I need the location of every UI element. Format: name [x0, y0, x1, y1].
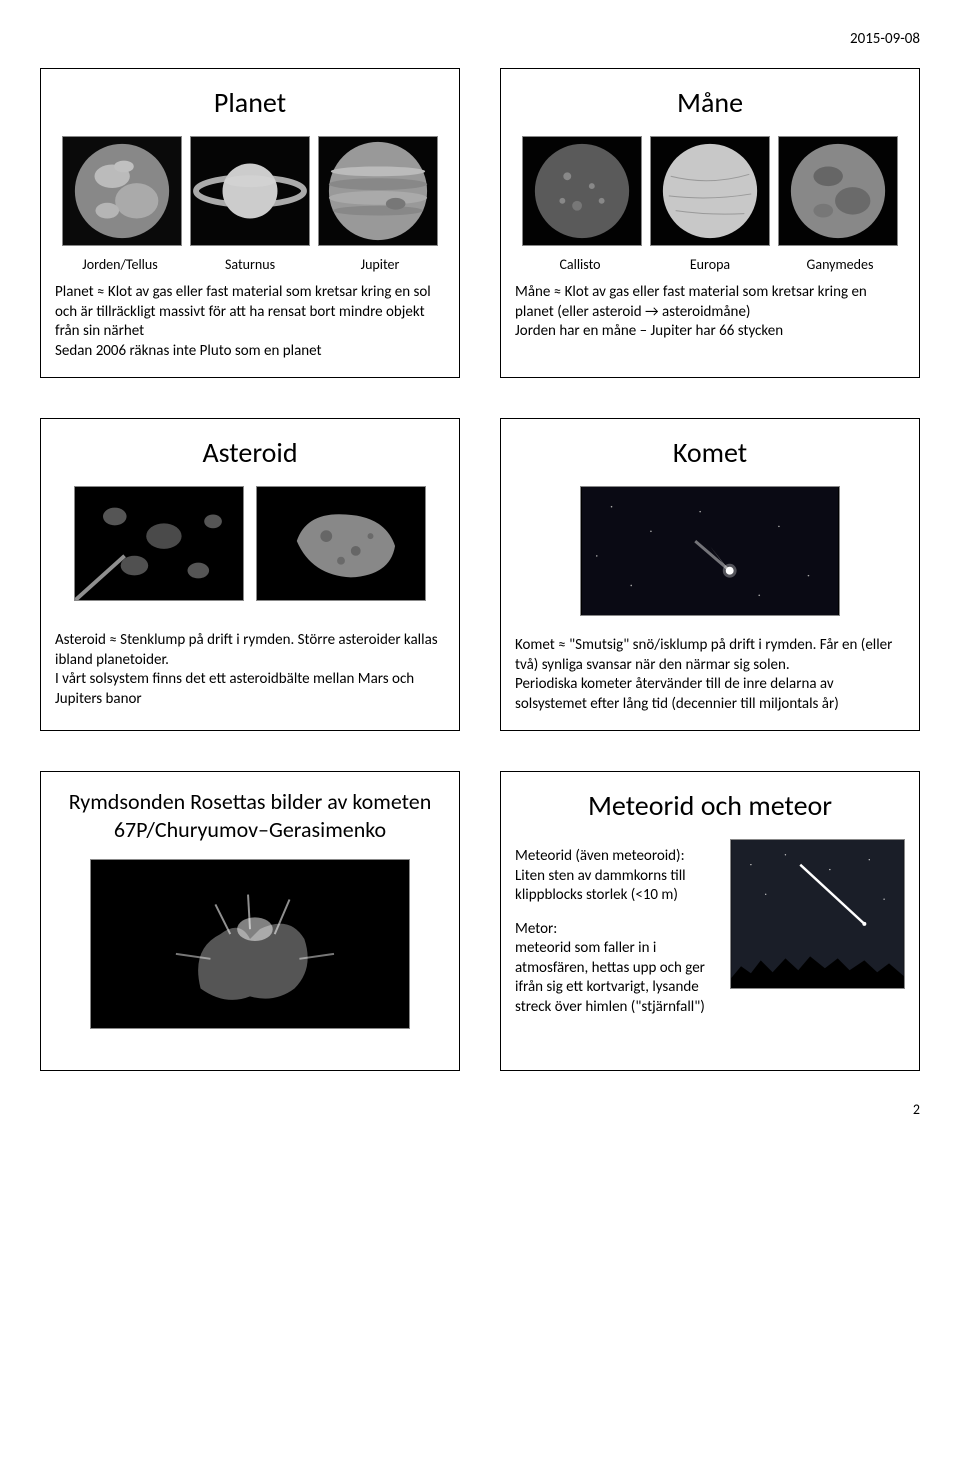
panel-comet: Komet Komet ≈ "Smutsig" snö/isklump på d…: [500, 418, 920, 731]
asteroid-desc: Asteroid ≈ Stenklump på drift i rymden. …: [55, 631, 445, 709]
asteroid-image-row: [55, 486, 445, 601]
asteroid-field-image: [74, 486, 244, 601]
jupiter-image: [318, 136, 438, 246]
rosetta-comet-image: [90, 859, 410, 1029]
panel-moon-title: Måne: [515, 85, 905, 120]
moon-labels: Callisto Europa Ganymedes: [515, 256, 905, 273]
panel-meteor: Meteorid och meteor Meteorid (även meteo…: [500, 771, 920, 1071]
panel-planet-title: Planet: [55, 85, 445, 120]
planet-label-1: Jorden/Tellus: [55, 256, 185, 273]
panel-rosetta: Rymdsonden Rosettas bilder av kometen 67…: [40, 771, 460, 1071]
panel-planet: Planet: [40, 68, 460, 378]
meteor-desc-2: Metor: meteorid som faller in i atmosfär…: [515, 920, 718, 1018]
panel-comet-title: Komet: [515, 435, 905, 470]
earth-image: [62, 136, 182, 246]
planet-label-3: Jupiter: [315, 256, 445, 273]
planet-labels: Jorden/Tellus Saturnus Jupiter: [55, 256, 445, 273]
europa-image: [650, 136, 770, 246]
meteor-image: [730, 839, 905, 989]
moon-label-1: Callisto: [515, 256, 645, 273]
comet-image-row: [515, 486, 905, 616]
panel-asteroid-title: Asteroid: [55, 435, 445, 470]
moon-label-3: Ganymedes: [775, 256, 905, 273]
panel-moon: Måne: [500, 68, 920, 378]
footer-page-number: 2: [40, 1101, 920, 1118]
asteroid-single-image: [256, 486, 426, 601]
callisto-image: [522, 136, 642, 246]
meteor-desc-1: Meteorid (även meteoroid): Liten sten av…: [515, 847, 718, 906]
header-date: 2015-09-08: [40, 30, 920, 48]
comet-desc: Komet ≈ "Smutsig" snö/isklump på drift i…: [515, 636, 905, 714]
slide-grid: Planet: [40, 68, 920, 1071]
moon-label-2: Europa: [645, 256, 775, 273]
panel-meteor-title: Meteorid och meteor: [515, 788, 905, 823]
comet-image: [580, 486, 840, 616]
moon-desc: Måne ≈ Klot av gas eller fast material s…: [515, 283, 905, 342]
ganymede-image: [778, 136, 898, 246]
moon-image-row: [515, 136, 905, 246]
planet-image-row: [55, 136, 445, 246]
planet-label-2: Saturnus: [185, 256, 315, 273]
rosetta-image-row: [55, 859, 445, 1029]
panel-rosetta-title: Rymdsonden Rosettas bilder av kometen 67…: [55, 788, 445, 843]
meteor-layout: Meteorid (även meteoroid): Liten sten av…: [515, 839, 905, 1017]
panel-asteroid: Asteroid Asteroid ≈ Stenklump på drift i: [40, 418, 460, 731]
saturn-image: [190, 136, 310, 246]
planet-desc: Planet ≈ Klot av gas eller fast material…: [55, 283, 445, 361]
